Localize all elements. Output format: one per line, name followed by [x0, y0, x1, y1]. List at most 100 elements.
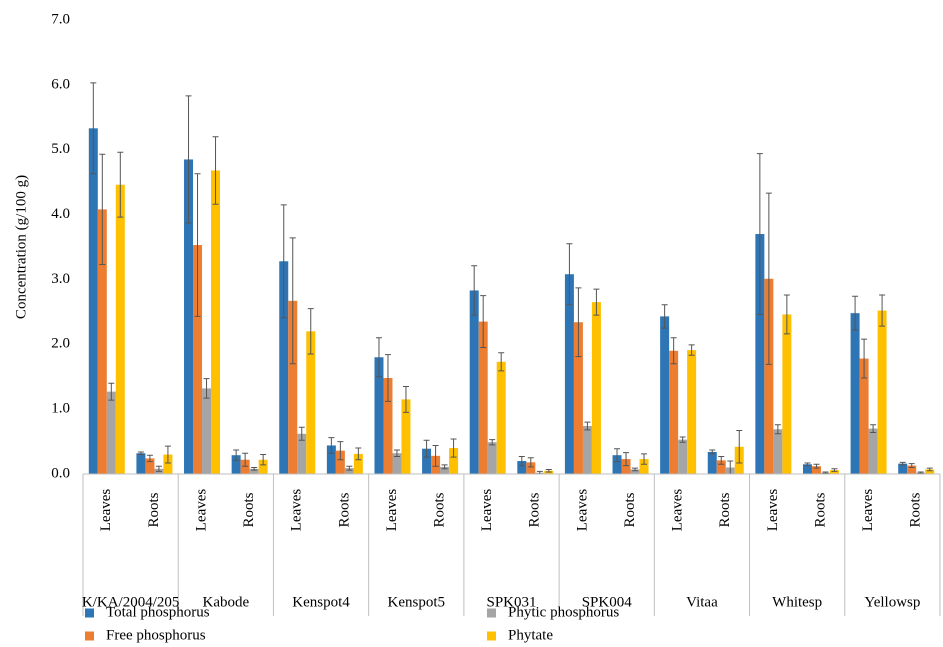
- error-bar: [765, 192, 772, 365]
- legend-swatch: [487, 631, 496, 641]
- bar: [231, 455, 241, 474]
- error-bar: [260, 454, 267, 466]
- legend-label: Free phosphorus: [106, 627, 206, 643]
- bar: [401, 399, 411, 474]
- legend-swatch: [85, 608, 94, 618]
- bar: [344, 468, 354, 474]
- bar: [297, 433, 307, 474]
- error-bar: [926, 467, 933, 472]
- error-bar: [736, 430, 743, 464]
- group-label: Vitaa: [686, 594, 718, 610]
- error-bar: [518, 455, 525, 467]
- error-bar: [346, 465, 353, 471]
- bar: [716, 460, 726, 474]
- bar: [258, 459, 268, 474]
- bar: [660, 316, 670, 474]
- x-tick-label: Leaves: [765, 489, 781, 532]
- error-bar: [489, 439, 496, 446]
- error-bar: [852, 295, 859, 331]
- error-bar: [280, 204, 287, 319]
- bar: [288, 300, 298, 474]
- error-bar: [185, 95, 192, 224]
- bar: [526, 462, 536, 474]
- error-bar: [718, 455, 725, 465]
- bar: [478, 321, 488, 474]
- bar: [630, 469, 640, 474]
- error-bar: [146, 454, 153, 463]
- bar: [612, 455, 622, 474]
- bar: [868, 428, 878, 474]
- error-bar: [450, 438, 457, 458]
- bar: [374, 357, 384, 474]
- group-label: Whitesp: [772, 594, 822, 610]
- bar: [163, 454, 173, 474]
- error-bar: [233, 449, 240, 461]
- bar: [517, 461, 527, 474]
- error-bar: [251, 467, 258, 471]
- y-tick-label: 1.0: [51, 401, 70, 417]
- bar: [925, 469, 935, 474]
- x-tick-label: Roots: [336, 492, 352, 527]
- x-tick-label: Leaves: [670, 489, 686, 532]
- bar: [802, 464, 812, 474]
- bar: [249, 468, 259, 474]
- x-tick-label: Roots: [812, 492, 828, 527]
- bar: [621, 459, 631, 474]
- x-tick-label: Roots: [717, 492, 733, 527]
- bar: [279, 261, 289, 474]
- x-tick-label: Leaves: [98, 489, 114, 532]
- error-bar: [441, 464, 448, 470]
- error-bar: [164, 445, 171, 464]
- group-label: Yellowsp: [864, 594, 920, 610]
- x-tick-label: Leaves: [574, 489, 590, 532]
- error-bar: [679, 436, 686, 443]
- error-bar: [337, 441, 344, 461]
- bar: [392, 453, 402, 474]
- bar: [202, 388, 212, 474]
- legend-label: Phytate: [508, 627, 553, 643]
- group-label: SPK031: [486, 594, 536, 610]
- bar: [88, 128, 98, 474]
- x-tick-label: Leaves: [479, 489, 495, 532]
- x-tick-label: Leaves: [860, 489, 876, 532]
- error-bar: [384, 354, 391, 402]
- bar: [582, 426, 592, 474]
- bar: [782, 314, 792, 474]
- error-bar: [688, 344, 695, 356]
- bar: [422, 448, 432, 474]
- error-bar: [709, 449, 716, 455]
- error-bar: [879, 294, 886, 327]
- bar: [829, 470, 839, 474]
- bar: [184, 159, 194, 474]
- error-bar: [813, 463, 820, 469]
- error-bar: [593, 288, 600, 316]
- bar: [811, 466, 821, 474]
- error-bar: [545, 468, 552, 473]
- bar: [136, 453, 146, 474]
- bar: [687, 350, 697, 474]
- bar: [106, 391, 116, 474]
- error-bar: [393, 449, 400, 457]
- bar: [669, 350, 679, 474]
- bar: [115, 184, 125, 475]
- x-tick-label: Leaves: [193, 489, 209, 532]
- error-bar: [203, 378, 210, 399]
- bar: [707, 451, 717, 474]
- error-bar: [155, 465, 162, 472]
- bar: [469, 290, 479, 474]
- x-tick-label: Roots: [908, 492, 924, 527]
- bar: [859, 358, 869, 474]
- x-tick-label: Roots: [146, 492, 162, 527]
- error-bar: [137, 451, 144, 456]
- bar: [755, 234, 765, 474]
- error-bar: [212, 136, 219, 205]
- y-tick-label: 6.0: [51, 76, 70, 92]
- bar: [773, 429, 783, 474]
- y-tick-label: 7.0: [51, 11, 70, 27]
- error-bar: [423, 439, 430, 458]
- legend-label: Total phosphorus: [106, 604, 210, 620]
- error-bar: [471, 265, 478, 316]
- error-bar: [480, 295, 487, 349]
- y-tick-label: 0.0: [51, 465, 70, 481]
- error-bar: [756, 153, 763, 315]
